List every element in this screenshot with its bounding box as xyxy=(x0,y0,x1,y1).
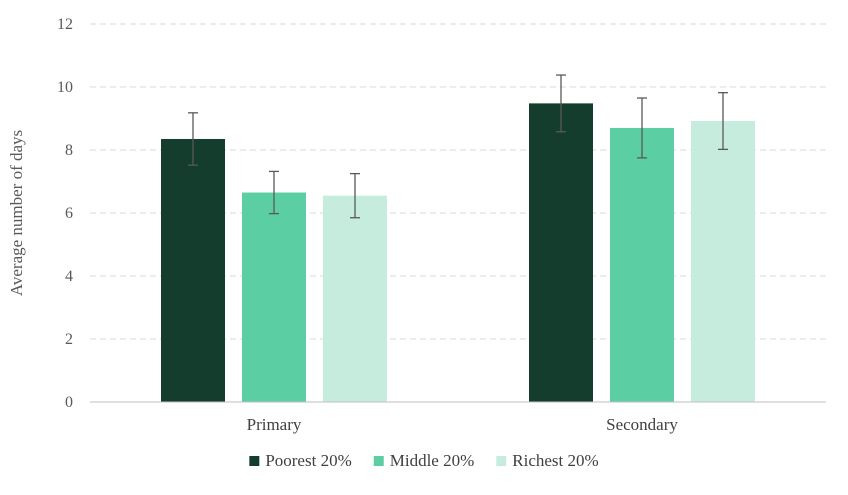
y-tick-label: 10 xyxy=(57,79,73,96)
y-tick-label: 8 xyxy=(65,142,73,159)
x-category-label: Secondary xyxy=(606,415,678,434)
bar xyxy=(529,103,593,402)
bars xyxy=(161,103,755,403)
legend-label: Poorest 20% xyxy=(265,451,351,470)
legend: Poorest 20% Middle 20% Richest 20% xyxy=(249,451,599,470)
y-tick-label: 6 xyxy=(65,205,73,222)
legend-swatch xyxy=(496,456,507,466)
y-axis-title: Average number of days xyxy=(7,130,26,296)
legend-label: Middle 20% xyxy=(390,451,475,470)
bar xyxy=(161,138,225,402)
bar xyxy=(242,192,306,402)
legend-swatch xyxy=(373,456,384,466)
x-category-label: Primary xyxy=(247,415,302,434)
error-bars xyxy=(188,74,728,219)
y-tick-label: 4 xyxy=(65,268,73,285)
legend-label: Richest 20% xyxy=(512,451,598,470)
x-axis-categories: Primary Secondary xyxy=(247,415,679,434)
bar xyxy=(323,195,387,402)
y-tick-label: 0 xyxy=(65,394,73,411)
y-axis-ticks: 0 2 4 6 8 10 12 xyxy=(57,16,73,411)
y-tick-label: 12 xyxy=(57,16,73,33)
legend-swatch xyxy=(249,456,260,466)
bar xyxy=(610,127,674,402)
bar xyxy=(691,121,755,403)
y-tick-label: 2 xyxy=(65,331,73,348)
